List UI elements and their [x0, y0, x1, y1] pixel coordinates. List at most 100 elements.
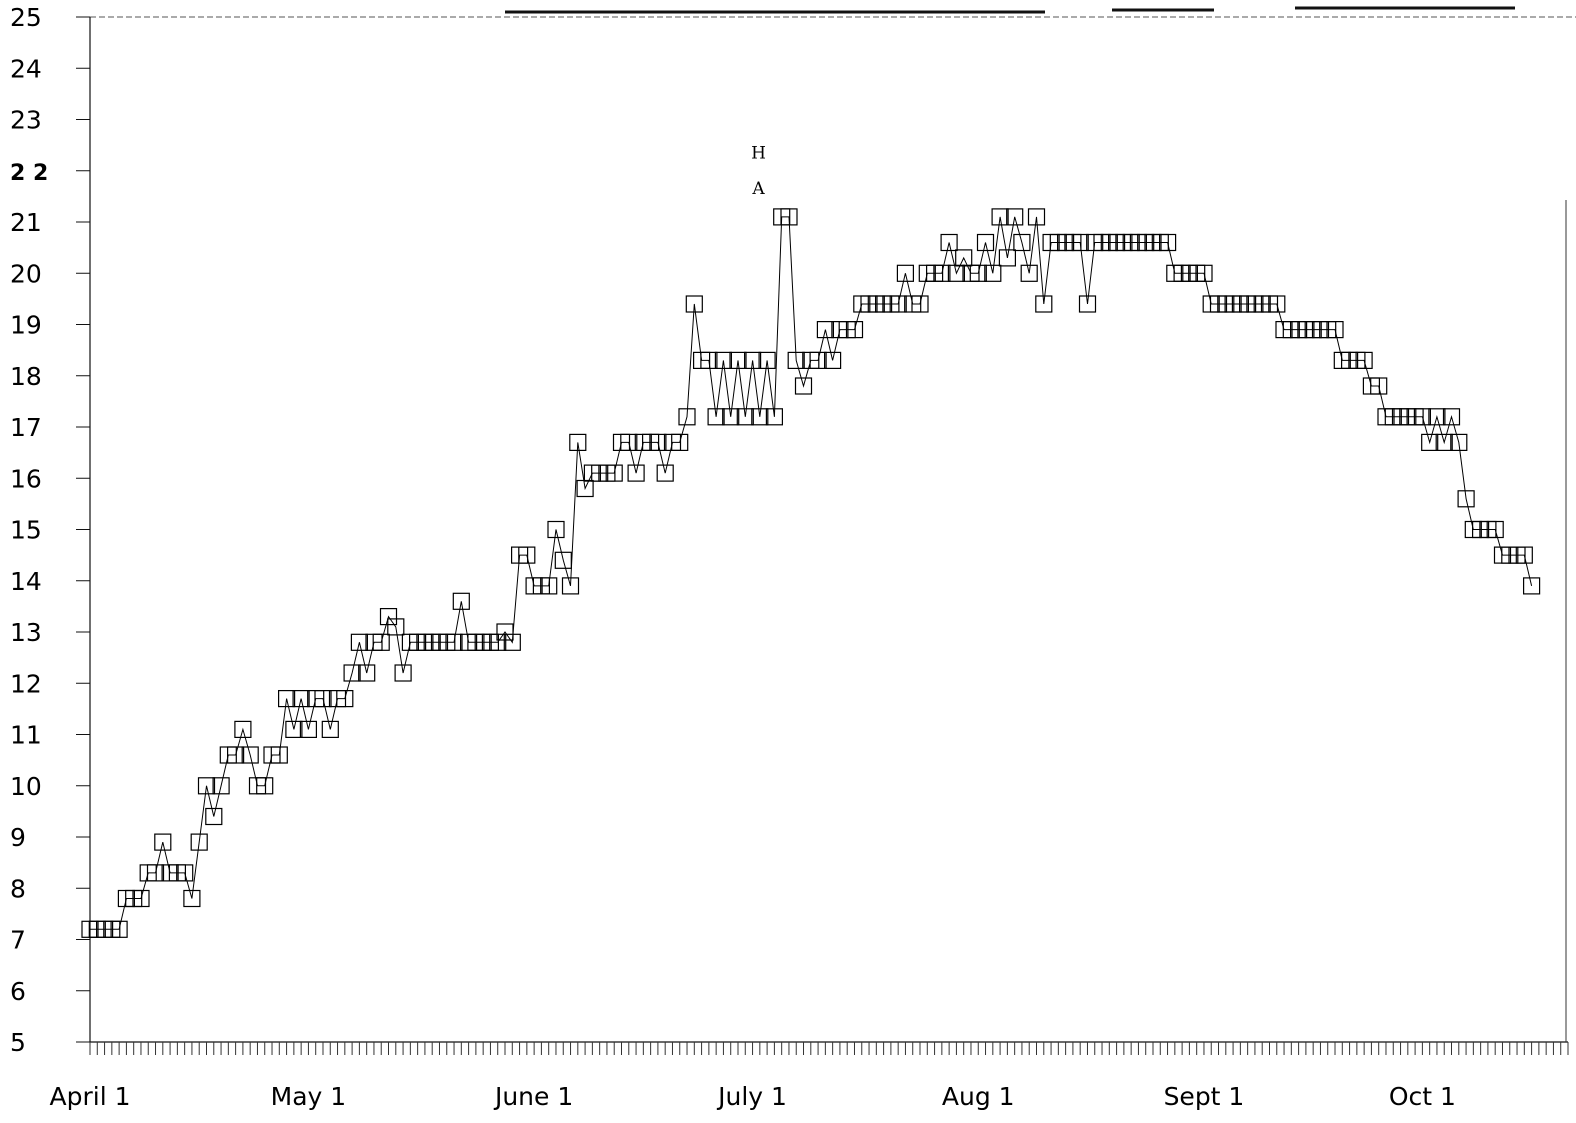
y-tick-label: 18 — [10, 362, 42, 391]
data-point — [372, 633, 390, 651]
y-tick-label: 25 — [10, 3, 42, 32]
data-point — [678, 408, 696, 426]
data-point — [976, 233, 995, 252]
data-point — [343, 664, 361, 682]
y-tick-label: 14 — [10, 567, 42, 596]
annotation-label: A — [751, 179, 765, 199]
data-point — [845, 321, 864, 339]
data-point — [227, 746, 245, 764]
data-point — [780, 208, 798, 226]
data-point — [1326, 321, 1344, 339]
data-point — [241, 746, 259, 764]
data-point — [940, 233, 958, 252]
y-tick-label: 5 — [10, 1028, 26, 1057]
data-point — [554, 551, 572, 569]
data-point — [1078, 295, 1097, 313]
data-point — [336, 689, 354, 708]
data-point — [1071, 233, 1089, 252]
data-point — [299, 720, 317, 739]
data-point — [132, 889, 150, 908]
data-point — [1035, 295, 1053, 313]
data-point — [649, 433, 667, 451]
data-point — [445, 633, 463, 651]
x-tick-label: April 1 — [50, 1082, 131, 1111]
data-point — [1435, 433, 1453, 451]
data-point — [700, 351, 718, 369]
data-point — [190, 833, 208, 851]
data-point — [743, 351, 762, 369]
data-point — [984, 264, 1002, 282]
y-tick-label: 6 — [10, 977, 26, 1006]
y-tick-label: 2 2 — [10, 161, 48, 186]
series-markers — [81, 208, 1541, 938]
data-point — [911, 295, 929, 313]
data-point — [1428, 408, 1446, 426]
x-tick-label: July 1 — [716, 1082, 787, 1111]
data-point — [1195, 264, 1213, 282]
data-point — [212, 777, 230, 795]
data-point — [183, 889, 201, 908]
x-ticks: April 1 May 1 June 1 July 1 Aug 1 Sept 1 Oct 1 — [50, 1082, 1456, 1111]
data-point — [991, 208, 1009, 226]
x-tick-label: June 1 — [493, 1082, 573, 1111]
data-point — [889, 295, 907, 313]
y-tick-label: 15 — [10, 516, 42, 545]
data-point — [1457, 490, 1475, 508]
data-point — [496, 623, 514, 641]
data-point — [547, 520, 565, 539]
data-point — [656, 464, 674, 482]
data-point — [605, 464, 623, 482]
x-tick-label: Oct 1 — [1389, 1082, 1456, 1111]
data-point — [794, 377, 813, 395]
y-tick-label: 8 — [10, 874, 26, 903]
data-point — [285, 720, 303, 739]
data-point — [765, 408, 784, 426]
data-point — [350, 633, 368, 651]
data-point — [896, 264, 915, 282]
data-point — [387, 618, 405, 636]
data-point — [947, 264, 966, 282]
data-point — [809, 351, 827, 369]
data-point — [1515, 546, 1533, 564]
data-point — [969, 264, 987, 282]
data-point — [627, 464, 645, 482]
data-point — [154, 833, 172, 851]
y-tick-label: 10 — [10, 772, 42, 801]
y-tick-label: 11 — [10, 721, 42, 750]
y-tick-label: 23 — [10, 106, 42, 135]
data-point — [540, 577, 558, 595]
y-tick-label: 19 — [10, 311, 42, 340]
data-point — [394, 664, 412, 682]
data-point — [1268, 295, 1286, 313]
y-tick-label: 17 — [10, 413, 42, 442]
data-point — [714, 351, 733, 369]
data-point — [707, 408, 725, 426]
x-tick-label: Aug 1 — [942, 1082, 1015, 1111]
data-point — [1355, 351, 1373, 369]
y-tick-label: 16 — [10, 464, 42, 493]
data-point — [379, 607, 398, 626]
series-line — [90, 216, 1533, 930]
data-point — [1370, 377, 1388, 395]
x-tick-label: Sept 1 — [1164, 1082, 1245, 1111]
data-point — [787, 351, 805, 369]
data-point — [569, 433, 587, 451]
data-point — [998, 249, 1017, 267]
data-point — [503, 633, 521, 651]
data-point — [176, 864, 194, 882]
data-point — [518, 546, 536, 564]
y-tick-label: 24 — [10, 54, 42, 83]
y-tick-label: 21 — [10, 208, 42, 237]
data-point — [256, 777, 274, 795]
data-point — [685, 295, 703, 313]
x-minor-ticks — [89, 1042, 1569, 1055]
y-tick-label: 12 — [10, 669, 42, 698]
data-point — [1158, 233, 1177, 252]
data-point — [205, 807, 223, 826]
data-point — [1413, 408, 1432, 426]
data-point — [1027, 208, 1046, 226]
data-point — [955, 249, 973, 267]
data-point — [234, 720, 252, 739]
